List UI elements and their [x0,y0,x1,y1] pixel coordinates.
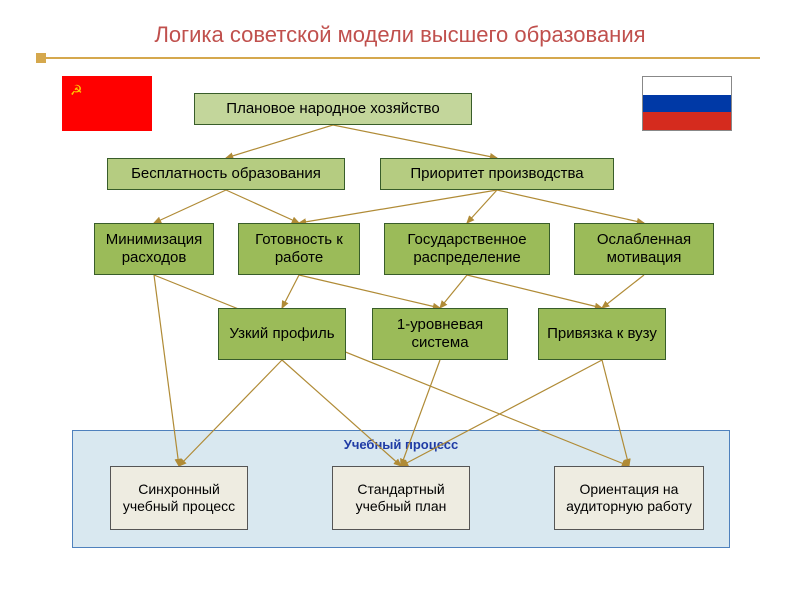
flag-ussr: ☭ [62,76,152,131]
flag-russia [642,76,732,131]
node-n8: Узкий профиль [218,308,346,360]
edge-n6-n10 [467,275,602,308]
edge-n3-n6 [467,190,497,223]
edge-n3-n7 [497,190,644,223]
node-n5: Готовность к работе [238,223,360,275]
node-n3: Приоритет производства [380,158,614,190]
hammer-sickle-icon: ☭ [70,82,83,99]
edge-n6-n9 [440,275,467,308]
node-n13: Ориентация на аудиторную работу [554,466,704,530]
node-n7: Ослабленная мотивация [574,223,714,275]
title-underline [40,57,760,59]
edge-n5-n8 [282,275,299,308]
ru-stripe-red [643,112,731,130]
edge-n2-n4 [154,190,226,223]
ru-stripe-blue [643,95,731,113]
node-n9: 1-уровневая система [372,308,508,360]
node-n4: Минимизация расходов [94,223,214,275]
node-n11: Синхронный учебный процесс [110,466,248,530]
edge-n5-n9 [299,275,440,308]
edge-n1-n2 [226,125,333,158]
edge-n2-n5 [226,190,299,223]
node-n1: Плановое народное хозяйство [194,93,472,125]
node-n2: Бесплатность образования [107,158,345,190]
node-n10: Привязка к вузу [538,308,666,360]
edge-n7-n10 [602,275,644,308]
page-title: Логика советской модели высшего образова… [0,22,800,48]
process-title: Учебный процесс [73,437,729,452]
ru-stripe-white [643,77,731,95]
edge-n3-n5 [299,190,497,223]
node-n12: Стандартный учебный план [332,466,470,530]
node-n6: Государственное распределение [384,223,550,275]
edge-n1-n3 [333,125,497,158]
